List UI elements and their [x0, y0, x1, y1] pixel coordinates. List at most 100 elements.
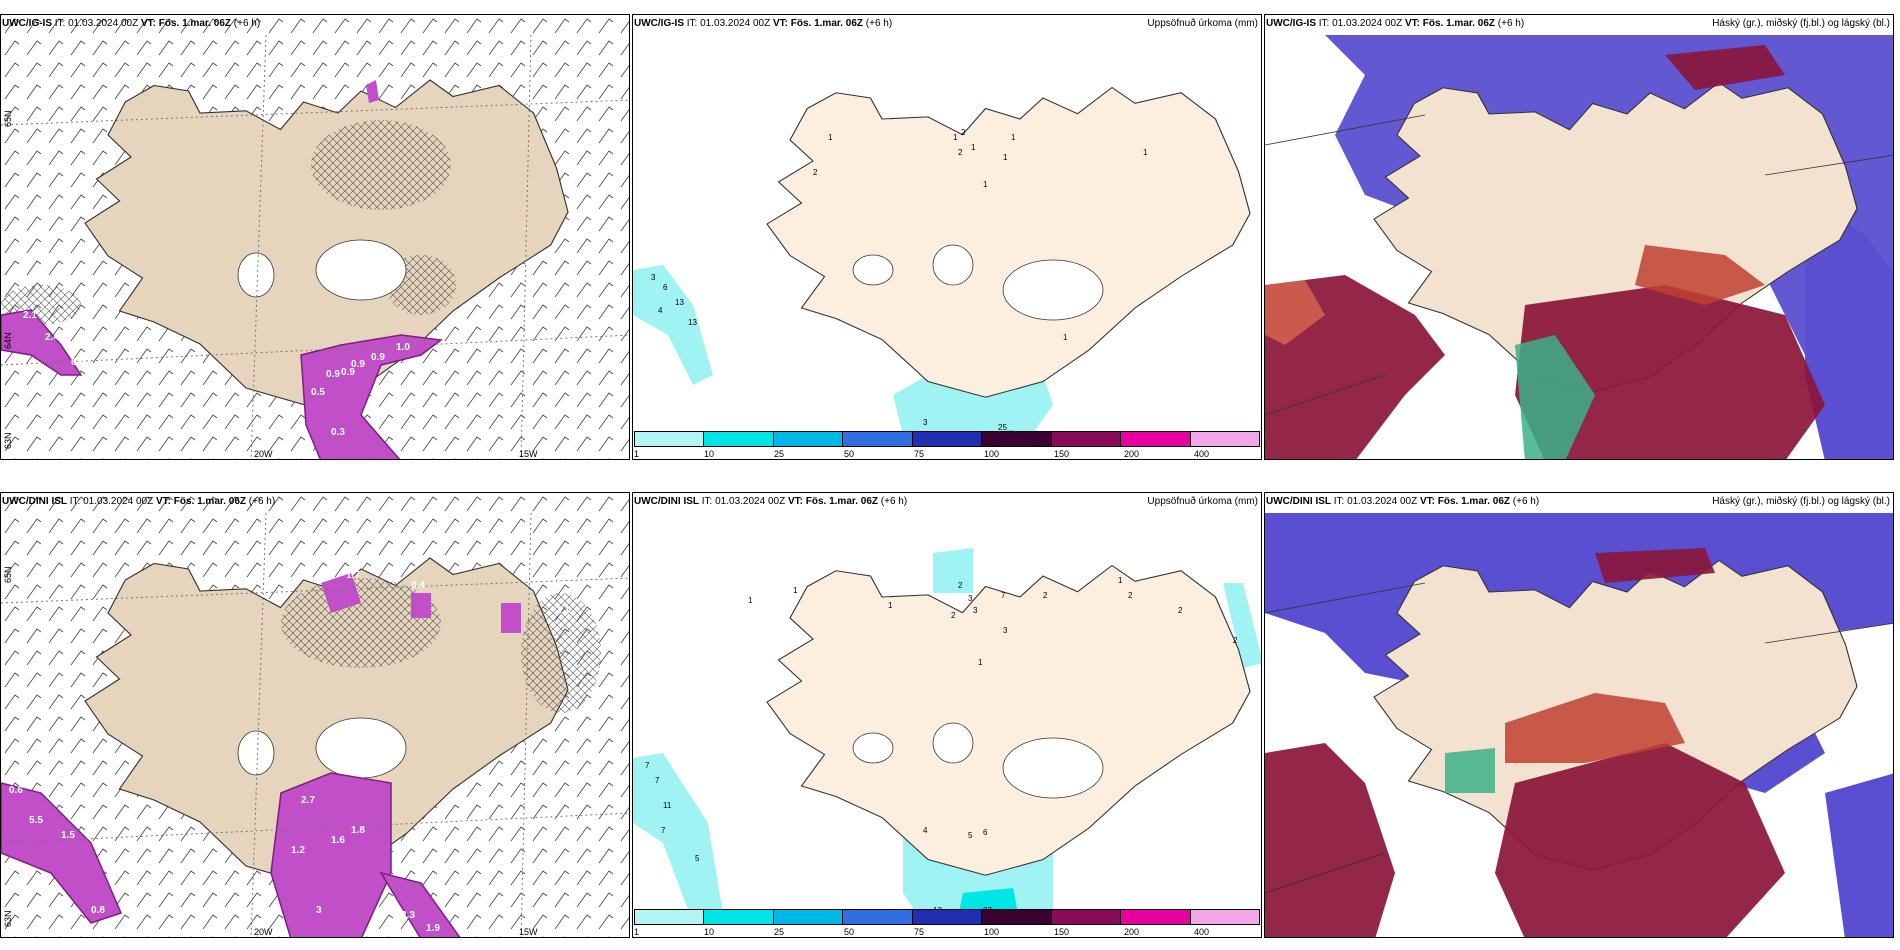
lat-label: 64N	[3, 332, 13, 349]
cloud-map	[1265, 493, 1893, 937]
vt-value: Fös. 1.mar. 06Z	[1422, 18, 1496, 29]
precip-area	[633, 265, 713, 385]
precip-value: 4	[923, 826, 928, 835]
cloud-panel-row1: UWC/IG-IS IT: 01.03.2024 00Z VT: Fös. 1.…	[1264, 14, 1894, 460]
model-id: UWC/IG-IS	[634, 18, 684, 29]
legend-tick-label: 1	[634, 449, 640, 459]
it-label: IT:	[701, 496, 713, 507]
legend-tick-label: 75	[914, 449, 925, 459]
lat-label: 64N	[632, 316, 635, 333]
wind-value: 1.5	[61, 830, 75, 841]
vt-label: VT:	[140, 18, 156, 29]
legend-color-swatch	[843, 910, 913, 924]
legend-color-swatch	[982, 432, 1052, 446]
legend-color-swatch	[1121, 910, 1191, 924]
hatched-area	[311, 120, 451, 210]
precip-value: 1	[1003, 153, 1008, 162]
it-value: 01.03.2024 00Z	[700, 18, 771, 29]
vt-value: Fös. 1.mar. 06Z	[173, 496, 247, 507]
model-id: UWC/DINI ISL	[634, 496, 699, 507]
legend-color-swatch	[912, 432, 983, 446]
precip-title: Uppsöfnuð úrkoma (mm)	[1147, 18, 1258, 29]
precip-value: 6	[983, 828, 988, 837]
legend-tick-label: 100	[984, 927, 1000, 937]
vt-value: Fös. 1.mar. 06Z	[790, 18, 864, 29]
lead-time: (+6 h)	[248, 496, 276, 507]
precip-value: 1	[971, 143, 976, 152]
wind-value: 5.5	[29, 815, 43, 826]
it-label: IT:	[686, 18, 698, 29]
precip-value: 5	[968, 831, 973, 840]
cloud-panel-row2: UWC/DINI ISL IT: 01.03.2024 00Z VT: Fös.…	[1264, 492, 1894, 938]
precip-value: 2	[1178, 606, 1183, 615]
legend-tick-label: 10	[704, 927, 715, 937]
precip-value: 2	[958, 581, 963, 590]
legend-color-bar	[634, 909, 1260, 925]
wind-value: 0.9	[351, 359, 365, 370]
red-cloud-area	[1265, 743, 1395, 937]
lead-time: (+6 h)	[865, 18, 893, 29]
legend-color-swatch	[773, 432, 844, 446]
legend-color-swatch	[635, 910, 705, 924]
legend-color-swatch	[982, 910, 1052, 924]
precip-value: 1	[953, 133, 958, 142]
precip-value: 13	[675, 298, 684, 307]
vt-label: VT:	[1419, 496, 1435, 507]
precip-value: 1	[978, 658, 983, 667]
wind-purple-area	[1, 782, 123, 924]
legend-tick-label: 50	[844, 927, 855, 937]
legend-color-swatch	[704, 432, 774, 446]
legend-tick-label: 75	[914, 927, 925, 937]
it-value: 01.03.2024 00Z	[83, 496, 154, 507]
legend-tick-label: 25	[774, 927, 785, 937]
precip-value: 1	[983, 180, 988, 189]
wind-value: 1.9	[426, 923, 440, 934]
precip-value: 1	[888, 601, 893, 610]
wind-value: 0.9	[326, 369, 340, 380]
precip-value: 6	[663, 283, 668, 292]
wind-value: 2.3	[401, 910, 415, 921]
wind-value: 1.6	[331, 835, 345, 846]
precip-value: 3	[1003, 626, 1008, 635]
precip-value: 3	[651, 273, 656, 282]
legend-color-swatch	[1190, 432, 1259, 446]
precip-value: 1	[1143, 148, 1148, 157]
panel-header: UWC/DINI ISL IT: 01.03.2024 00Z VT: Fös.…	[634, 496, 907, 507]
legend-tick-label: 200	[1124, 927, 1140, 937]
it-label: IT:	[1318, 18, 1330, 29]
precip-value: 1	[1118, 576, 1123, 585]
legend-color-swatch	[635, 432, 705, 446]
precip-value: 11	[663, 801, 672, 810]
legend-tick-label: 25	[774, 449, 785, 459]
wind-value: 0.5	[311, 387, 325, 398]
precip-title: Uppsöfnuð úrkoma (mm)	[1147, 496, 1258, 507]
lat-label: 63N	[3, 910, 13, 927]
legend-tick-label: 400	[1194, 927, 1210, 937]
precip-value: 2	[813, 168, 818, 177]
wind-purple-area	[1, 309, 83, 376]
hatched-area	[281, 578, 441, 668]
wind-panel-row2: 0.6 5.5 1.5 0.8 2.7 1.6 1.8 1.2 2.3 1.9 …	[0, 492, 630, 938]
legend-color-swatch	[704, 910, 774, 924]
legend-tick-label: 10	[704, 449, 715, 459]
lon-label: 20W	[254, 449, 273, 459]
legend-color-swatch	[1121, 432, 1191, 446]
precip-value: 2	[1128, 591, 1133, 600]
model-id: UWC/DINI ISL	[1266, 496, 1331, 507]
precip-value: 7	[645, 761, 650, 770]
precip-value: 1	[1011, 133, 1016, 142]
it-label: IT:	[54, 18, 66, 29]
vt-label: VT:	[1404, 18, 1420, 29]
legend-tick-label: 150	[1054, 927, 1070, 937]
vt-label: VT:	[787, 496, 803, 507]
panel-header: UWC/IG-IS IT: 01.03.2024 00Z VT: Fös. 1.…	[634, 18, 892, 29]
precip-value: 2	[958, 148, 963, 157]
cloud-map	[1265, 15, 1893, 459]
legend-tick-label: 400	[1194, 449, 1210, 459]
precip-value: 1	[748, 596, 753, 605]
precip-value: 3	[968, 594, 973, 603]
panel-header: UWC/IG-IS IT: 01.03.2024 00Z VT: Fös. 1.…	[1266, 18, 1524, 29]
wind-value: 2.1	[23, 310, 37, 321]
wind-panel-row1: 2.1 2.4 0.4 0.9 0.9 1.0 0.9 0.9 0.5 0.3 …	[0, 14, 630, 460]
lead-time: (+6 h)	[1497, 18, 1525, 29]
